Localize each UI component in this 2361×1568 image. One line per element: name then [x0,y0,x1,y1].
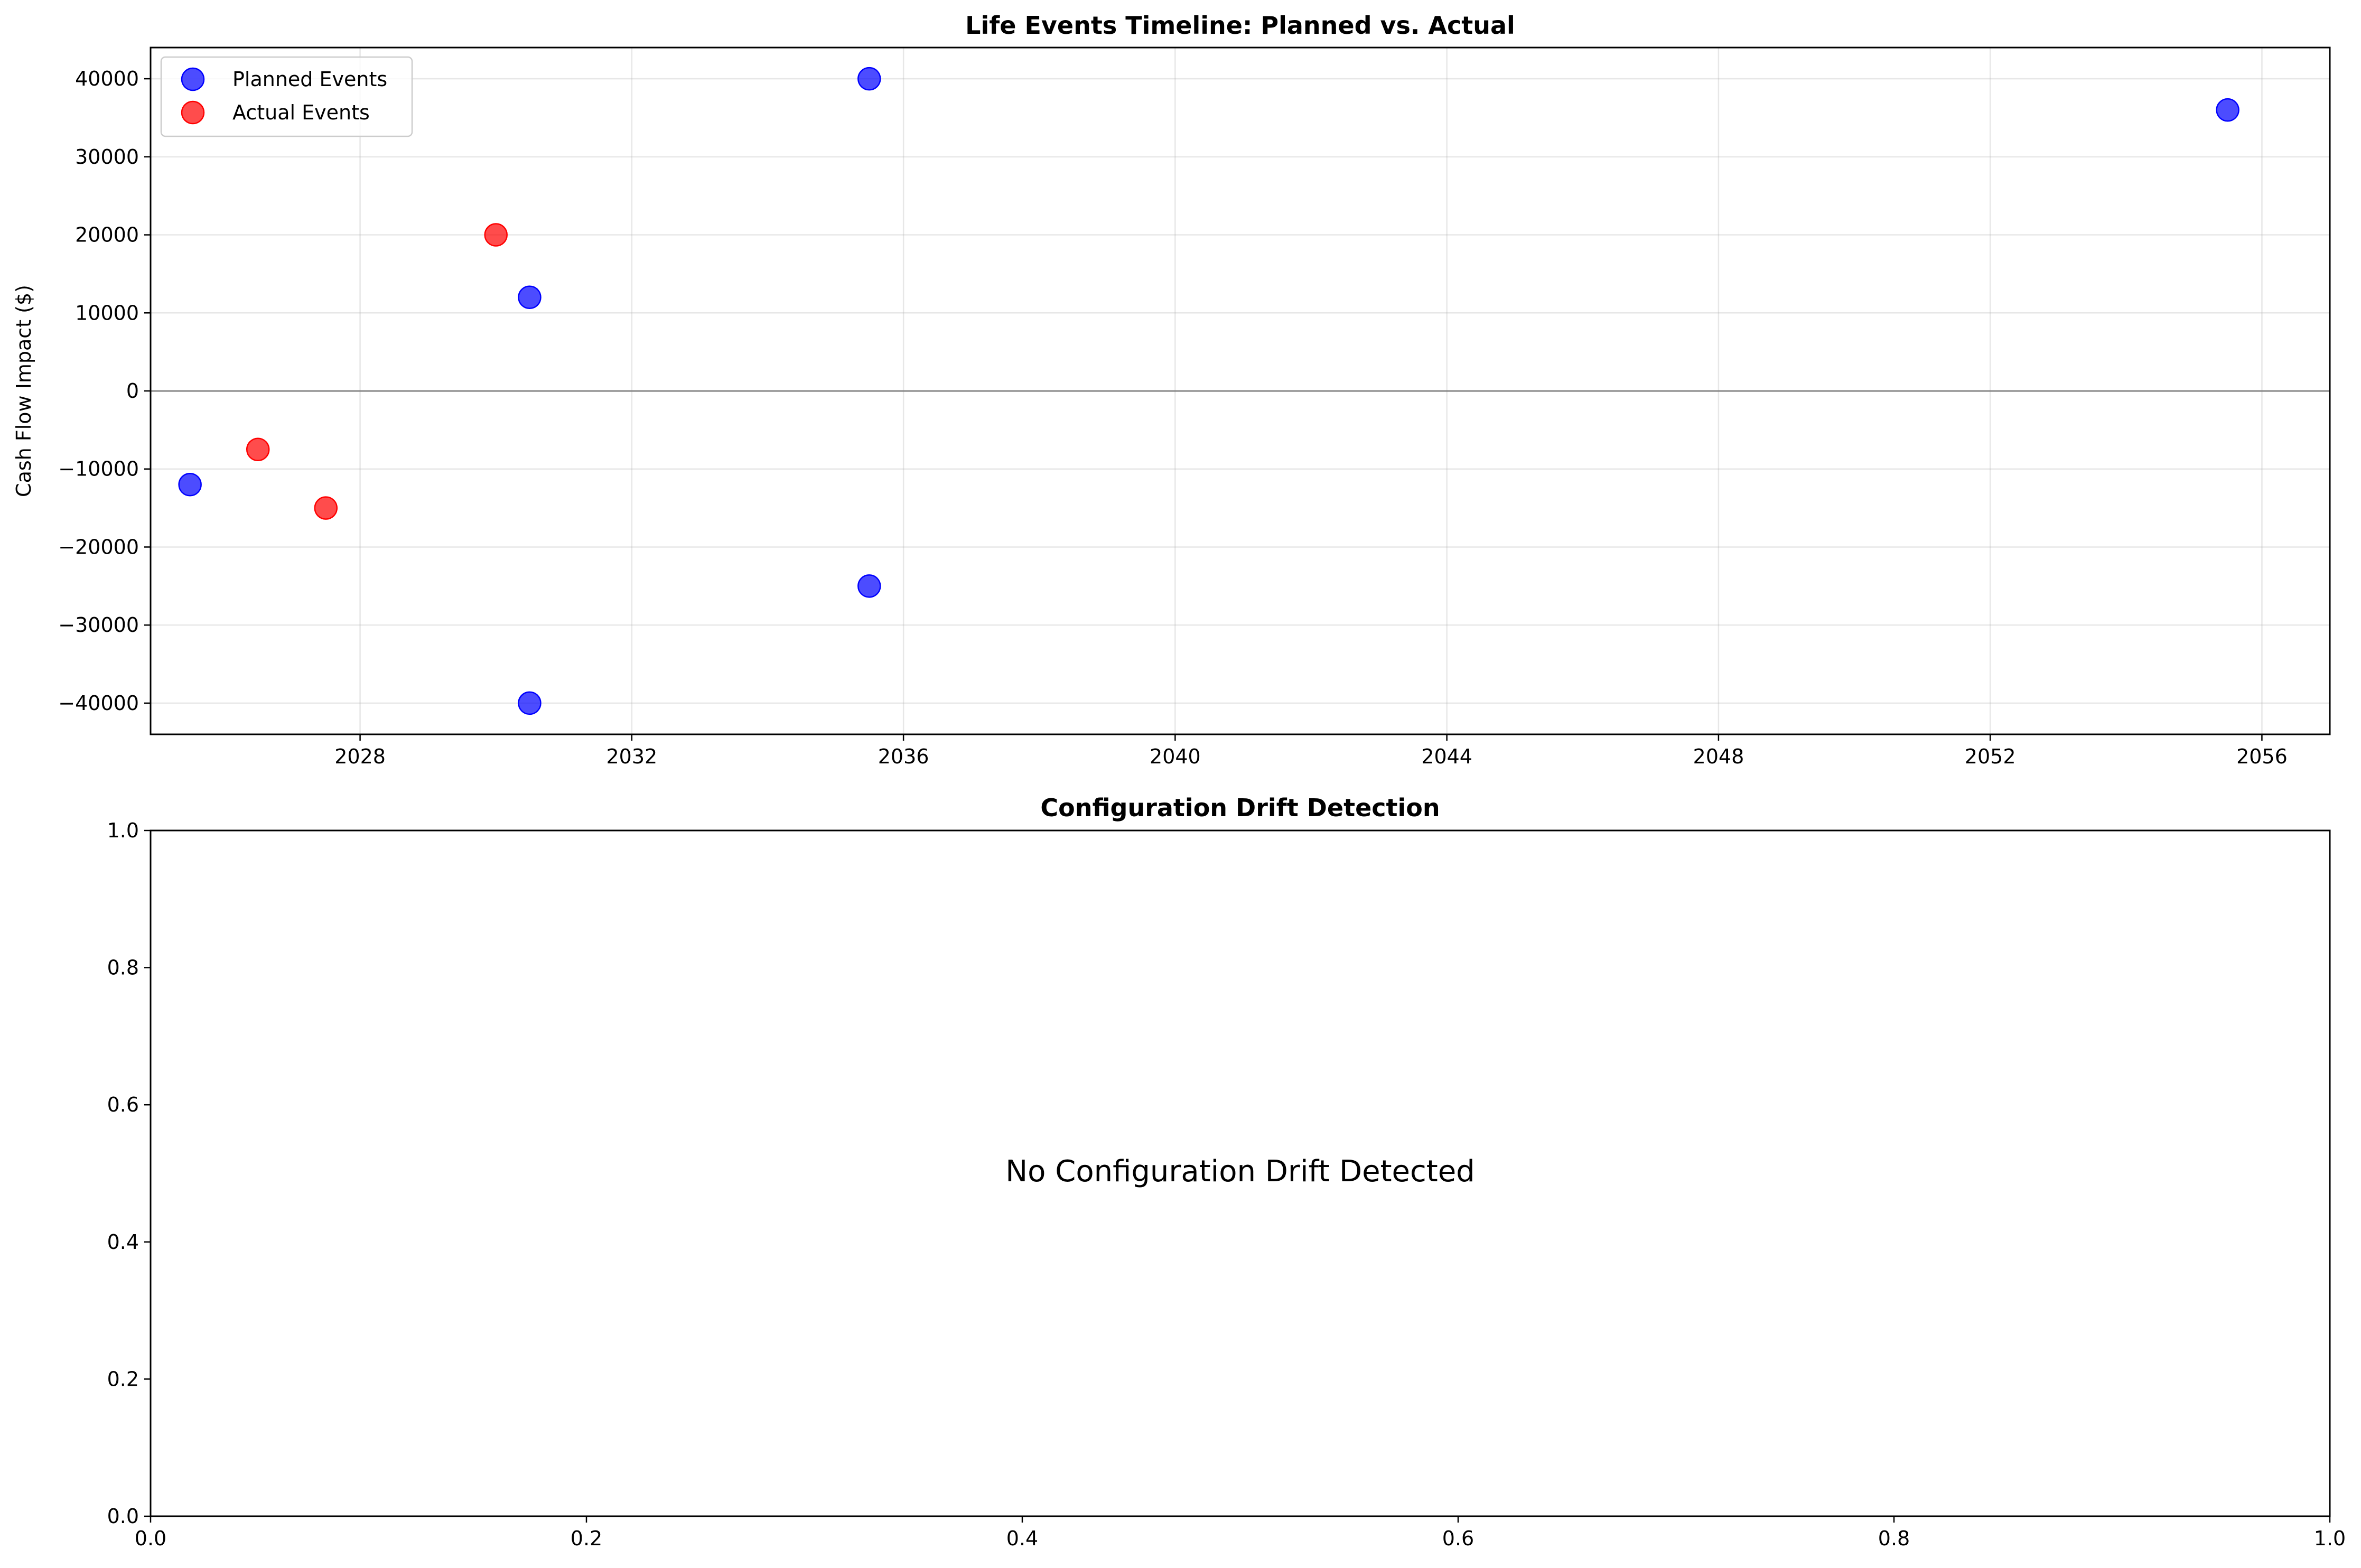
x-tick-label: 2040 [1150,745,1201,768]
chart-title: Life Events Timeline: Planned vs. Actual [965,11,1515,40]
legend-marker [181,67,205,91]
planned-event-point [857,67,881,91]
annotation-text: No Configuration Drift Detected [1005,1154,1475,1189]
legend-label: Actual Events [232,101,370,124]
x-tick-label: 2048 [1693,745,1744,768]
y-tick-label: −30000 [58,613,139,637]
y-tick-label: 10000 [75,301,139,324]
y-tick-label: 0.2 [107,1367,139,1390]
y-tick-label: −40000 [58,692,139,715]
x-tick-label: 0.4 [1006,1527,1038,1550]
x-tick-label: 0.0 [135,1527,166,1550]
legend-marker [181,100,205,125]
x-tick-label: 2028 [334,745,386,768]
y-tick-label: 0 [126,379,139,403]
chart-title: Configuration Drift Detection [1040,794,1440,822]
planned-event-point [518,691,542,715]
y-tick-label: 40000 [75,67,139,90]
planned-event-point [857,574,881,598]
x-tick-label: 2036 [878,745,929,768]
y-tick-label: −10000 [58,458,139,481]
actual-event-point [484,223,508,247]
x-tick-label: 0.6 [1442,1527,1474,1550]
plot-frame [150,829,2331,1517]
x-tick-label: 1.0 [2314,1527,2346,1550]
x-tick-label: 2044 [1421,745,1472,768]
life-events-chart: Life Events Timeline: Planned vs. Actual… [12,11,2331,768]
y-tick-label: 0.4 [107,1230,139,1254]
legend-box [160,56,413,137]
y-tick-label: −20000 [58,535,139,558]
x-axis-ticks: 2028 2032 2036 2040 2044 2048 2052 2056 [334,734,2288,768]
y-axis-ticks: −40000 −30000 −20000 −10000 0 10000 20000 30000… [58,67,151,715]
x-tick-label: 2056 [2236,745,2288,768]
legend: Planned Events Actual Events [160,56,413,137]
planned-event-point [518,285,542,309]
x-tick-label: 0.8 [1878,1527,1910,1550]
y-axis-ticks: 0.0 0.2 0.4 0.6 0.8 1.0 [107,819,151,1528]
config-drift-chart: Configuration Drift Detection 0.0 0.2 0.4 0… [107,794,2346,1550]
x-axis-ticks: 0.0 0.2 0.4 0.6 0.8 1.0 [135,1516,2346,1550]
planned-event-point [2216,98,2239,122]
y-tick-label: 20000 [75,223,139,247]
actual-event-point [246,437,270,462]
y-tick-label: 0.0 [107,1505,139,1528]
x-tick-label: 0.2 [571,1527,602,1550]
legend-label: Planned Events [232,68,387,91]
y-tick-label: 30000 [75,145,139,169]
y-tick-label: 0.6 [107,1093,139,1116]
y-axis-label: Cash Flow Impact ($) [12,285,35,497]
y-tick-label: 0.8 [107,956,139,979]
actual-event-point [314,496,338,520]
x-tick-label: 2032 [606,745,657,768]
planned-event-point [178,473,202,497]
data-points [178,67,2239,715]
x-tick-label: 2052 [1965,745,2016,768]
y-tick-label: 1.0 [107,819,139,842]
